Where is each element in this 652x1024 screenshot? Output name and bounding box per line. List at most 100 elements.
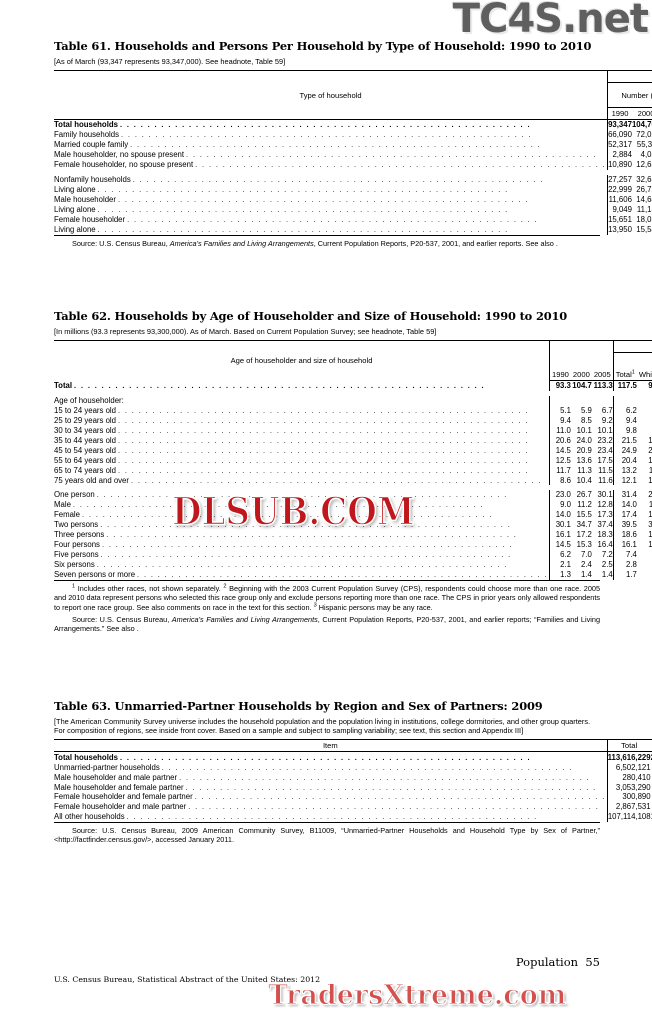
table-cell: 113.3 (593, 380, 613, 390)
row-label: Six persons. . . . . . . . . . . . . . .… (54, 560, 508, 570)
table-cell: 10.8 (648, 475, 652, 485)
table-62-header-row-2: 1990 2000 2005 Total1 White2 Black2 Asia… (54, 352, 652, 381)
table-61-year-num-2000: 2000 (631, 107, 652, 120)
row-label: Unmarried-partner households. . . . . . … (54, 762, 573, 772)
row-label: Seven persons or more. . . . . . . . . .… (54, 570, 548, 580)
table-cell: 16.8 (648, 435, 652, 445)
table-row: Total. . . . . . . . . . . . . . . . . .… (54, 380, 652, 391)
table-cell: 37.4 (597, 520, 613, 530)
table-cell (612, 395, 637, 406)
table-cell: 14.0 (648, 510, 652, 520)
table-63-body: Total households. . . . . . . . . . . . … (54, 751, 652, 823)
table-cell: 5.1 (548, 405, 571, 416)
row-label: One person. . . . . . . . . . . . . . . … (54, 490, 508, 500)
table-cell: 7.4 (637, 416, 652, 426)
table-row: Family households. . . . . . . . . . . .… (54, 129, 652, 140)
table-row: Living alone. . . . . . . . . . . . . . … (54, 224, 652, 235)
row-label: 55 to 64 years old. . . . . . . . . . . … (54, 455, 529, 465)
table-62-source-text: Source: U.S. Census Bureau, America’s Fa… (54, 614, 600, 634)
table-61-source: Source: U.S. Census Bureau, America’s Fa… (54, 239, 600, 248)
table-cell: 6.7 (601, 405, 613, 415)
table-cell: 26,724 (636, 185, 652, 194)
table-row: 45 to 54 years old. . . . . . . . . . . … (54, 445, 652, 456)
table-cell: 104,705 (631, 120, 652, 130)
table-row: Six persons. . . . . . . . . . . . . . .… (54, 560, 652, 571)
table-61-header-row-2: Number (1,000) Percent distribution (54, 82, 652, 108)
table-cell: 9,049 (607, 204, 632, 215)
table-cell: 1.7 (612, 570, 637, 581)
row-label: Three persons. . . . . . . . . . . . . .… (54, 530, 518, 540)
table-62-footnote: 1 Includes other races, not shown separa… (54, 584, 600, 612)
table-cell: 23.0 (548, 490, 571, 501)
table-62-body: Total. . . . . . . . . . . . . . . . . .… (54, 380, 652, 581)
row-label: 25 to 29 years old. . . . . . . . . . . … (54, 415, 529, 425)
table-63-stub-header: Item (54, 739, 608, 753)
table-row: 75 years old and over. . . . . . . . . .… (54, 475, 652, 486)
table-cell: 24.0 (576, 435, 592, 445)
table-cell: 20,770,447 (651, 752, 652, 762)
table-62-year-2000: 2000 (570, 352, 592, 381)
table-cell: 14.7 (648, 530, 652, 540)
row-label: Male householder, no spouse present. . .… (54, 150, 597, 160)
row-label: Married couple family. . . . . . . . . .… (54, 140, 542, 150)
table-cell: 2,867,531 (606, 802, 651, 813)
row-label: Male. . . . . . . . . . . . . . . . . . … (54, 500, 484, 510)
table-cell: 117.5 (612, 380, 637, 391)
table-cell: 4.7 (637, 406, 652, 416)
table-row: Five persons. . . . . . . . . . . . . . … (54, 550, 652, 561)
table-cell: 16.1 (612, 540, 637, 551)
table-cell: 12.5 (548, 455, 571, 466)
table-62-year-2005: 2005 (591, 352, 614, 381)
row-label: Male householder and female partner. . .… (54, 782, 597, 792)
watermark-tc4s: TC4S.net (452, 0, 649, 42)
table-cell: 27,257 (607, 174, 632, 185)
table-row: Male. . . . . . . . . . . . . . . . . . … (54, 500, 652, 511)
table-cell: 7.4 (612, 550, 637, 561)
table-cell: 6.2 (612, 405, 637, 416)
table-cell: 93,347 (607, 119, 632, 130)
table-63-source: Source: U.S. Census Bureau, 2009 America… (54, 826, 600, 845)
table-63-col-total: Total (606, 739, 651, 753)
table-row: Married couple family. . . . . . . . . .… (54, 139, 652, 150)
table-cell: 1.4 (601, 570, 613, 580)
table-cell: 9.4 (548, 415, 571, 426)
table-row: 15 to 24 years old. . . . . . . . . . . … (54, 405, 652, 416)
table-row: Living alone. . . . . . . . . . . . . . … (54, 204, 652, 215)
table-cell: 17.4 (612, 510, 637, 521)
table-cell: 3,053,290 (606, 782, 651, 793)
table-row: 35 to 44 years old. . . . . . . . . . . … (54, 435, 652, 446)
table-cell: 1.2 (637, 570, 652, 580)
table-cell: 9.4 (612, 415, 637, 426)
row-label: Age of householder:. . . . . . . . . . .… (54, 395, 124, 405)
table-cell: 20.1 (648, 445, 652, 455)
row-label: Total households. . . . . . . . . . . . … (54, 752, 531, 762)
row-label: 30 to 34 years old. . . . . . . . . . . … (54, 425, 529, 435)
table-cell: 12,687 (636, 160, 652, 170)
table-cell: 16.1 (548, 530, 571, 541)
table-cell: 12.9 (648, 540, 652, 550)
table-cell: 30.1 (597, 490, 613, 500)
table-cell: 9.2 (601, 415, 613, 425)
table-cell: 7.2 (601, 550, 613, 560)
table-row: Nonfamily households. . . . . . . . . . … (54, 174, 652, 185)
table-cell: 104.7 (572, 380, 592, 390)
table-63-source-text: Source: U.S. Census Bureau, 2009 America… (54, 826, 600, 845)
table-cell: 39.5 (612, 520, 637, 531)
table-cell: 107,114,108 (606, 812, 651, 823)
table-row: Female householder and female partner. .… (54, 792, 652, 803)
row-label: Female householder. . . . . . . . . . . … (54, 214, 539, 224)
table-cell: 11,181 (636, 204, 652, 214)
table-61-headnote: [As of March (93,347 represents 93,347,0… (54, 56, 286, 66)
row-label: Family households. . . . . . . . . . . .… (54, 130, 532, 140)
table-cell: 2.1 (637, 560, 652, 570)
table-row: Male householder, no spouse present. . .… (54, 149, 652, 160)
row-label: Four persons. . . . . . . . . . . . . . … (54, 540, 513, 550)
table-row: Age of householder:. . . . . . . . . . .… (54, 395, 652, 406)
table-row: Total households. . . . . . . . . . . . … (54, 119, 652, 130)
table-cell: 15,651 (607, 214, 632, 225)
table-cell: 30.1 (548, 520, 571, 531)
table-row: Female householder, no spouse present. .… (54, 159, 652, 170)
table-cell: 8.5 (580, 415, 592, 425)
table-cell: 4,028 (640, 150, 652, 160)
